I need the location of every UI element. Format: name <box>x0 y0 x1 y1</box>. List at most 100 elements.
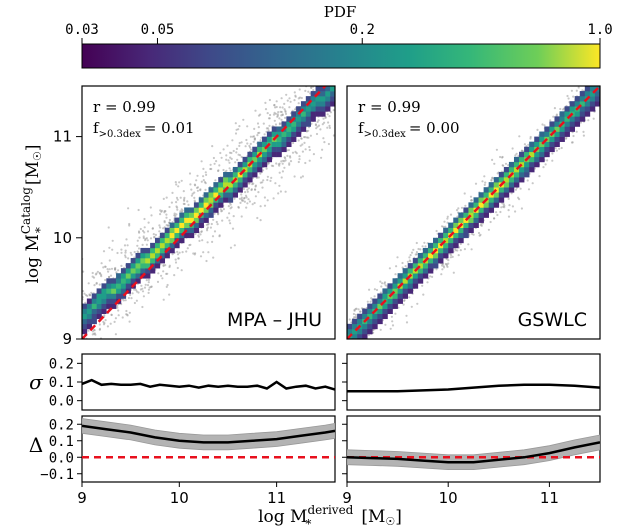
heatmap-cell <box>135 258 141 264</box>
scatter-point <box>144 283 147 286</box>
heatmap-cell <box>427 263 434 269</box>
heatmap-cell <box>352 323 358 330</box>
scatter-point <box>269 113 272 117</box>
scatter-point <box>496 213 499 217</box>
scatter-point <box>370 339 372 341</box>
heatmap-cell <box>242 177 248 183</box>
heatmap-cell <box>154 263 161 269</box>
scatter-point <box>380 285 383 288</box>
colorbar-tick-label: 0.03 <box>65 22 99 38</box>
heatmap-cell <box>407 278 414 284</box>
scatter-point <box>318 74 320 76</box>
panel-label-gswlc: GSWLC <box>518 309 587 331</box>
scatter-point <box>176 253 180 256</box>
heatmap-cell <box>91 308 97 314</box>
heatmap-cell <box>483 207 489 213</box>
heatmap-cell <box>417 258 424 264</box>
scatter-point <box>170 201 173 204</box>
scatter-point <box>91 330 94 333</box>
heatmap-cell <box>579 96 586 102</box>
scatter-point <box>483 183 486 186</box>
heatmap-cell <box>483 202 489 208</box>
heatmap-cell <box>223 192 229 198</box>
heatmap-cell <box>453 227 459 234</box>
scatter-point <box>175 183 178 186</box>
heatmap-cell <box>96 298 102 304</box>
heatmap-cell <box>352 318 358 325</box>
scatter-point <box>108 268 111 271</box>
scatter-point <box>347 351 349 353</box>
scatter-point <box>327 81 329 83</box>
scatter-point <box>209 226 212 229</box>
heatmap-cell <box>96 288 102 294</box>
scatter-point <box>162 197 165 200</box>
heatmap-cell <box>453 242 459 249</box>
heatmap-cell <box>125 273 131 279</box>
scatter-point <box>198 239 201 242</box>
heatmap-cell <box>493 177 500 183</box>
scatter-point <box>269 179 272 182</box>
scatter-point <box>129 251 132 254</box>
heatmap-cell <box>402 288 409 294</box>
scatter-point <box>555 114 558 117</box>
heatmap-cell <box>589 86 596 92</box>
scatter-point <box>279 190 282 193</box>
heatmap-cell <box>145 263 151 269</box>
scatter-point <box>178 181 181 184</box>
delta-tick-label: 0.0 <box>49 450 74 466</box>
heatmap-cell <box>227 177 234 183</box>
heatmap-cell <box>203 207 209 213</box>
heatmap-cell <box>130 263 136 269</box>
heatmap-cell <box>584 86 591 92</box>
delta-band <box>82 418 335 451</box>
heatmap-cell <box>325 96 331 102</box>
scatter-point <box>145 279 148 282</box>
scatter-point <box>514 188 518 191</box>
scatter-point <box>187 203 190 206</box>
heatmap-cell <box>320 111 326 117</box>
scatter-point <box>323 77 325 79</box>
scatter-point <box>256 122 260 125</box>
scatter-point <box>515 152 518 155</box>
scatter-point <box>310 86 313 89</box>
scatter-point <box>175 201 178 204</box>
scatter-point <box>278 117 281 120</box>
scatter-point <box>181 251 184 254</box>
heatmap-cell <box>569 116 575 122</box>
heatmap-cell <box>271 131 277 137</box>
heatmap-cell <box>227 172 234 178</box>
scatter-point <box>94 273 97 276</box>
heatmap-cell <box>150 252 156 259</box>
scatter-point <box>246 202 249 205</box>
heatmap-cell <box>86 323 93 330</box>
heatmap-cell <box>91 318 97 325</box>
heatmap-cell <box>367 328 373 335</box>
heatmap-cell <box>276 136 282 142</box>
scatter-point <box>592 81 594 83</box>
scatter-point <box>293 91 296 94</box>
scatter-point <box>202 167 205 170</box>
heatmap-cell <box>145 268 151 274</box>
scatter-point <box>424 245 427 248</box>
scatter-point <box>124 256 127 259</box>
scatter-point <box>587 79 589 81</box>
scatter-point <box>329 76 331 78</box>
heatmap-cell <box>305 96 311 102</box>
heatmap-cell <box>468 202 474 208</box>
heatmap-cell <box>286 121 292 127</box>
heatmap-cell <box>382 313 388 320</box>
heatmap-cell <box>208 197 214 203</box>
heatmap-cell <box>252 166 258 173</box>
heatmap-cell <box>524 146 530 153</box>
scatter-point <box>567 97 570 100</box>
heatmap-cell <box>82 308 88 314</box>
scatter-point <box>294 95 297 98</box>
y-tick-label: 10 <box>53 229 72 247</box>
heatmap-cell <box>296 121 302 127</box>
scatter-point <box>173 274 176 277</box>
heatmap-cell <box>539 151 545 158</box>
scatter-point <box>183 199 186 202</box>
scatter-point <box>127 257 130 260</box>
scatter-point <box>109 274 113 277</box>
heatmap-cell <box>367 303 373 309</box>
